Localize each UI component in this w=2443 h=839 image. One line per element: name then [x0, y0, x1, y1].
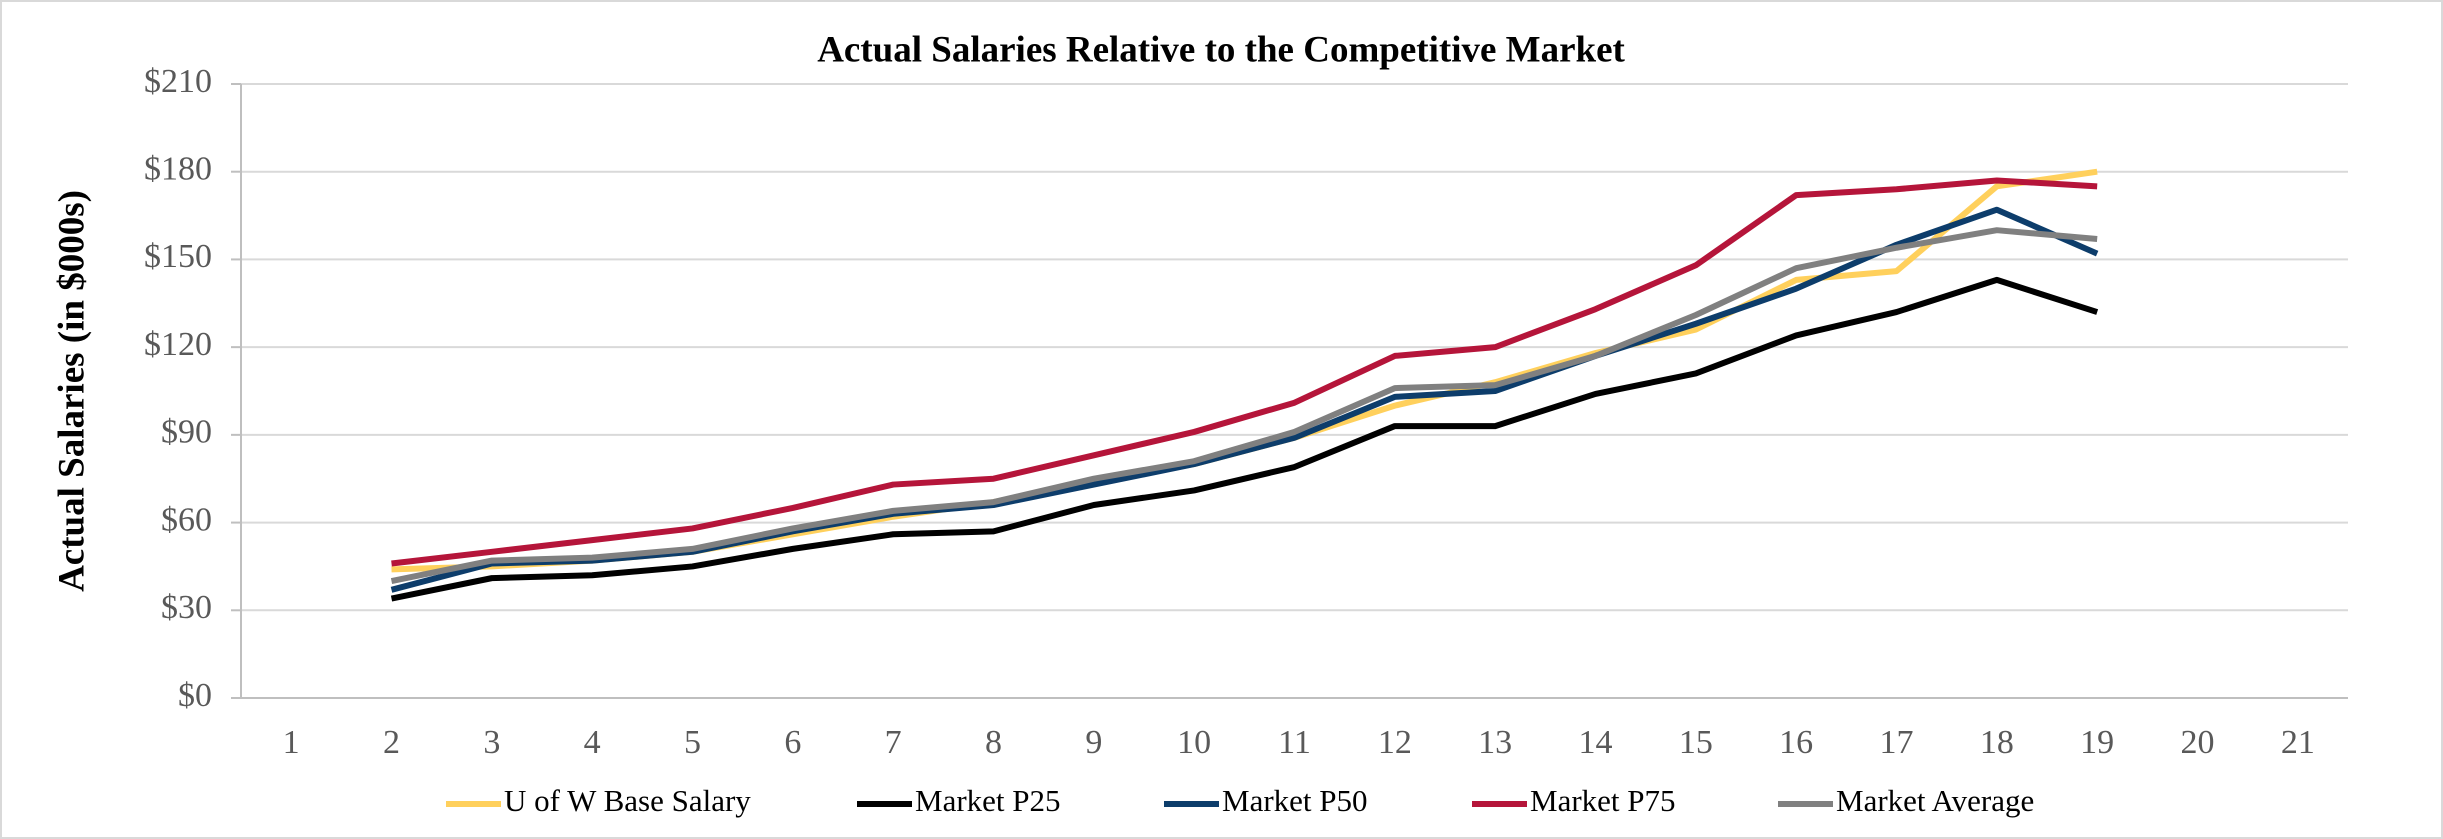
legend-label: U of W Base Salary	[504, 783, 751, 818]
x-tick-label: 10	[1177, 724, 1211, 761]
x-tick-label: 17	[1880, 724, 1914, 761]
x-tick-label: 19	[2080, 724, 2114, 761]
x-tick-label: 8	[985, 724, 1002, 761]
x-tick-label: 1	[283, 724, 300, 761]
x-tick-label: 16	[1779, 724, 1813, 761]
x-tick-label: 2	[383, 724, 400, 761]
x-tick-label: 15	[1679, 724, 1713, 761]
x-tick-label: 5	[684, 724, 701, 761]
y-tick-label: $150	[144, 238, 212, 275]
x-tick-label: 7	[885, 724, 902, 761]
x-tick-label: 3	[483, 724, 500, 761]
x-tick-label: 4	[584, 724, 601, 761]
chart-title: Actual Salaries Relative to the Competit…	[817, 29, 1625, 70]
x-tick-label: 12	[1378, 724, 1412, 761]
y-tick-label: $0	[178, 677, 212, 714]
series-line	[391, 177, 2098, 567]
x-tick-label: 9	[1085, 724, 1102, 761]
y-tick-label: $90	[161, 414, 212, 451]
x-tick-label: 14	[1579, 724, 1613, 761]
x-tick-label: 20	[2181, 724, 2215, 761]
x-tick-label: 13	[1478, 724, 1512, 761]
y-axis-label: Actual Salaries (in $000s)	[51, 190, 92, 592]
y-tick-label: $60	[161, 501, 212, 538]
legend-label: Market P75	[1530, 783, 1676, 818]
series-line	[390, 227, 2098, 584]
x-tick-label: 18	[1980, 724, 2014, 761]
x-tick-label: 21	[2281, 724, 2315, 761]
y-tick-label: $180	[144, 151, 212, 188]
legend-label: Market P25	[915, 783, 1061, 818]
legend-label: Market P50	[1222, 783, 1368, 818]
y-tick-label: $210	[144, 63, 212, 100]
y-tick-label: $120	[144, 326, 212, 363]
legend-label: Market Average	[1836, 783, 2034, 818]
x-tick-label: 11	[1278, 724, 1311, 761]
series-line	[390, 276, 2099, 602]
y-tick-label: $30	[161, 589, 212, 626]
x-tick-label: 6	[784, 724, 801, 761]
